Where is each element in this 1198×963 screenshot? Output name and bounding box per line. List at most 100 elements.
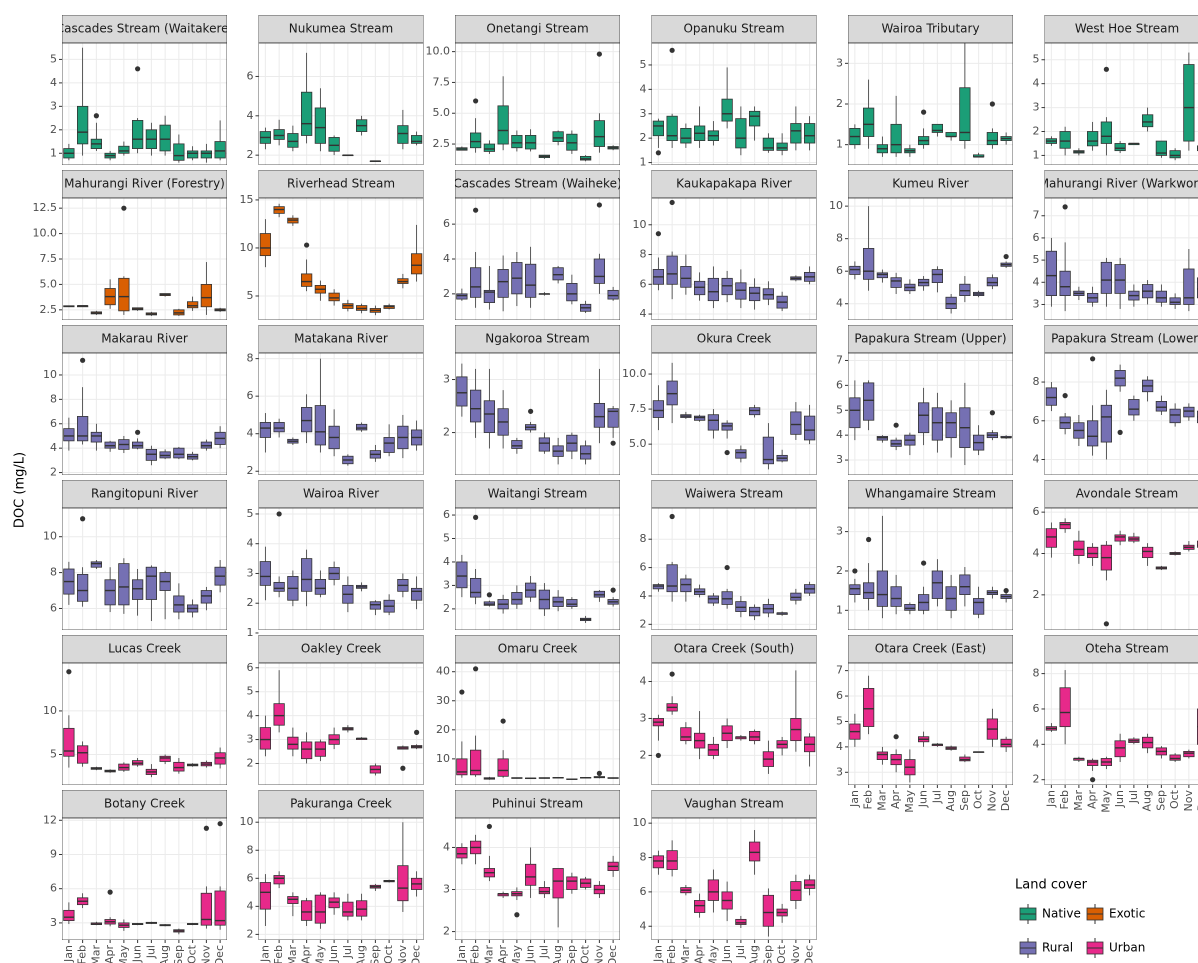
panel-title: Ngakoroa Stream <box>485 332 589 346</box>
panel-border <box>455 352 620 475</box>
box <box>456 561 468 589</box>
panel-title: West Hoe Stream <box>1075 22 1179 36</box>
y-axis-title: DOC (mg/L) <box>13 452 28 528</box>
panel-border <box>258 817 424 940</box>
x-tick-label: Mar <box>89 945 102 963</box>
panel: West Hoe Stream <box>1044 15 1198 165</box>
x-tick-label: Apr <box>889 790 902 810</box>
outlier <box>921 560 927 566</box>
y-tick-label: 2 <box>247 464 254 477</box>
box <box>173 143 185 161</box>
outlier <box>135 429 141 435</box>
box <box>1100 404 1113 443</box>
box <box>159 755 171 762</box>
box <box>1045 387 1058 406</box>
box <box>986 277 999 287</box>
panel-title: Rangitopuni River <box>91 487 198 501</box>
y-tick-label: 4 <box>640 674 647 687</box>
box <box>314 107 326 144</box>
outlier <box>852 568 858 574</box>
panel: Wairoa Tributary <box>848 15 1013 165</box>
outlier <box>276 511 282 517</box>
panel-title: Mahurangi River (Warkworth) <box>1039 177 1198 191</box>
x-tick-label: Dec <box>410 945 423 963</box>
panel: Oakley Creek <box>258 635 424 785</box>
box <box>118 563 130 606</box>
plot-area <box>62 508 227 630</box>
panel: Botany Creek <box>62 790 227 940</box>
box <box>863 107 875 137</box>
x-tick-label: Feb <box>665 945 678 963</box>
box <box>104 579 116 606</box>
box <box>666 850 678 870</box>
x-tick-label: Feb <box>76 945 89 963</box>
panel: Waitangi Stream <box>455 480 620 630</box>
box <box>1087 546 1099 559</box>
box <box>945 412 957 439</box>
box <box>369 601 381 610</box>
box <box>118 145 130 154</box>
panel-border <box>258 42 424 165</box>
box <box>1087 759 1099 766</box>
panel: Vaughan Stream <box>651 790 817 940</box>
box <box>300 558 313 592</box>
box <box>1114 143 1126 152</box>
panel: Oteha Stream <box>1044 635 1198 785</box>
box <box>762 288 775 300</box>
x-tick-label: May <box>313 945 326 963</box>
box <box>300 91 313 136</box>
y-tick-label: 10 <box>436 752 450 765</box>
outlier <box>893 422 899 428</box>
y-tick-label: 8 <box>640 532 647 545</box>
box <box>214 890 226 926</box>
y-tick-label: 2 <box>640 748 647 761</box>
x-tick-label: Sep <box>958 790 971 811</box>
y-tick-label: 6 <box>836 264 843 277</box>
x-tick-label: Jun <box>524 945 537 963</box>
outlier <box>669 47 675 53</box>
box <box>890 586 902 607</box>
panel-title: Nukumea Stream <box>289 22 393 36</box>
panel: Onetangi Stream <box>455 15 620 165</box>
x-tick-label: Oct <box>186 944 199 963</box>
panel-title: Riverhead Stream <box>287 177 395 191</box>
x-tick-label: Oct <box>972 789 985 809</box>
panel-title: Opanuku Stream <box>683 22 784 36</box>
strip <box>1044 325 1198 354</box>
strip <box>651 480 817 509</box>
box <box>749 110 761 127</box>
plot-area <box>848 663 1013 785</box>
box <box>607 408 619 428</box>
panel-title: Vaughan Stream <box>684 797 784 811</box>
x-tick-label: Apr <box>103 945 116 963</box>
box <box>749 286 761 302</box>
y-tick-label: 10 <box>240 815 254 828</box>
box <box>90 431 103 443</box>
y-tick-label: 3 <box>836 453 843 466</box>
y-tick-label: 7 <box>1033 209 1040 222</box>
plot-area <box>258 663 424 785</box>
outlier <box>473 514 479 520</box>
x-tick-label: Oct <box>775 944 788 963</box>
box <box>131 579 144 600</box>
x-tick-label: Dec <box>999 790 1012 811</box>
y-tick-label: 3 <box>247 733 254 746</box>
box <box>410 587 423 601</box>
box <box>538 887 551 895</box>
box <box>173 595 185 613</box>
box <box>511 592 523 605</box>
box <box>511 135 523 149</box>
plot-area <box>258 198 424 320</box>
y-tick-label: 2 <box>50 466 57 479</box>
box <box>186 150 199 159</box>
panel-title: Botany Creek <box>104 797 185 811</box>
panel-title: Waitangi Stream <box>488 487 588 501</box>
box <box>483 143 495 152</box>
outlier <box>724 449 730 456</box>
x-tick-label: Apr <box>496 945 509 963</box>
strip <box>651 635 817 664</box>
box <box>904 604 916 611</box>
box <box>552 131 564 142</box>
outlier <box>655 150 661 156</box>
box <box>90 561 103 568</box>
